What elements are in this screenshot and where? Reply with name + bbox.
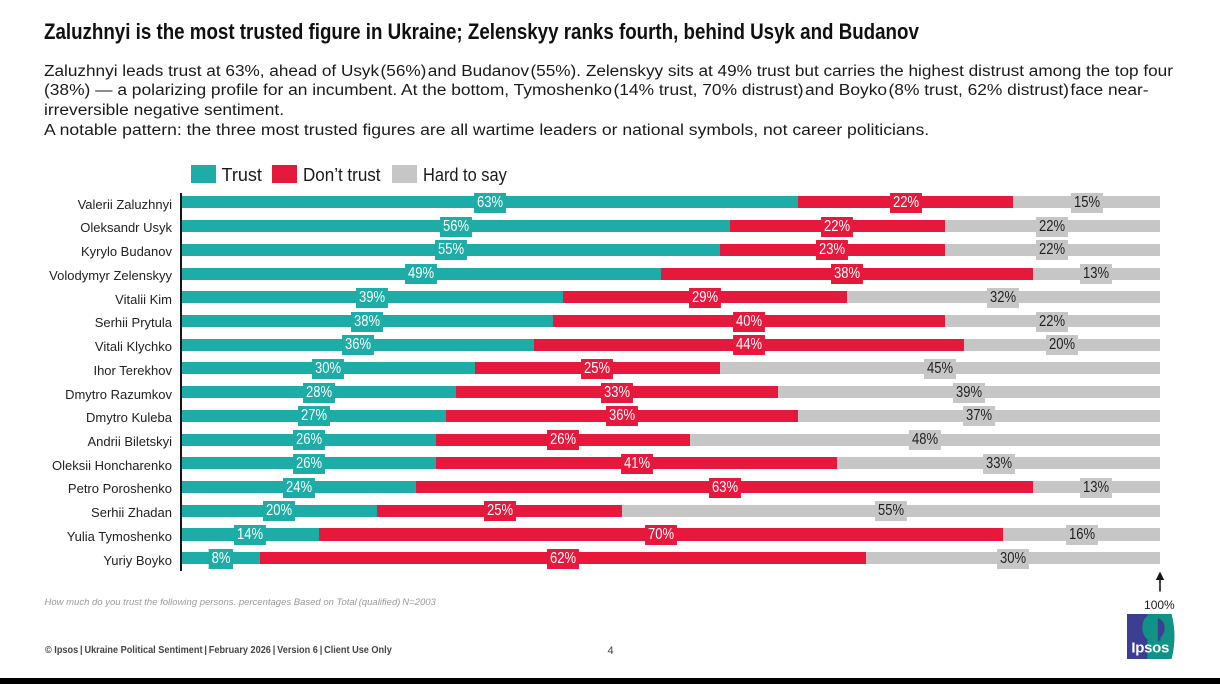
svg-text:Ipsos: Ipsos: [1132, 639, 1170, 656]
